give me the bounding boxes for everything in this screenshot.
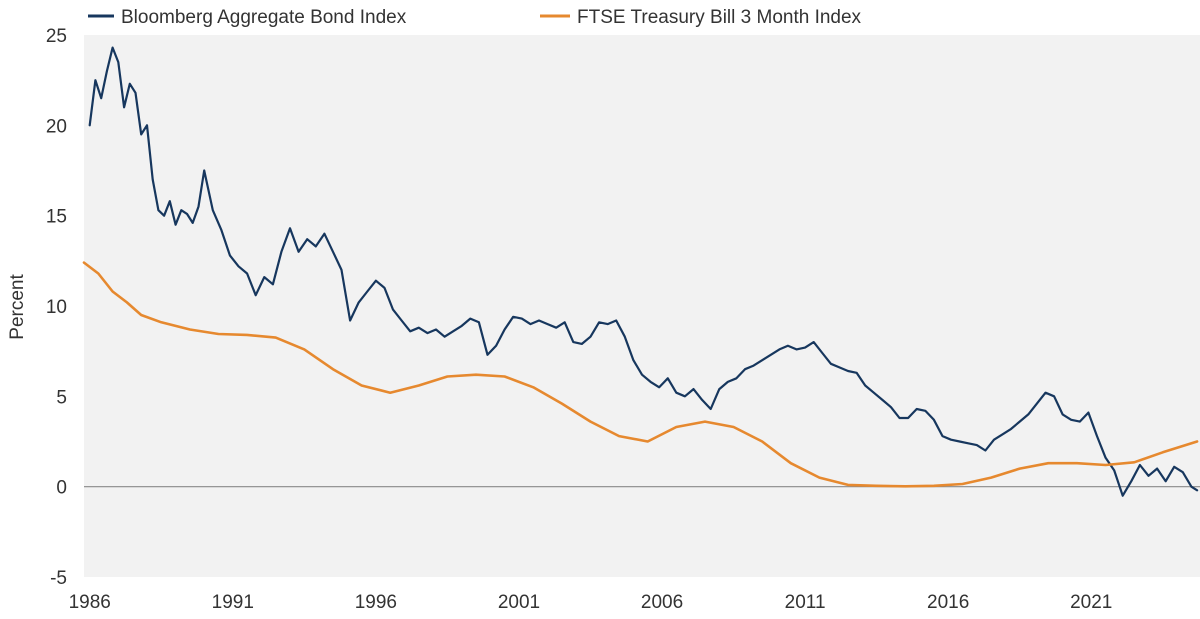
y-tick-label: 0 xyxy=(56,478,67,499)
x-tick-label: 2001 xyxy=(498,592,540,613)
series-line-bond-index xyxy=(88,46,1199,497)
y-tick-label: 5 xyxy=(56,387,67,408)
plot-area xyxy=(84,35,1200,577)
x-tick-label: 2021 xyxy=(1070,592,1112,613)
y-tick-label: 20 xyxy=(46,116,67,137)
series-group xyxy=(82,46,1199,497)
x-tick-label: 1996 xyxy=(355,592,397,613)
x-tick-label: 2016 xyxy=(927,592,969,613)
y-tick-label: 15 xyxy=(46,207,67,228)
series-line-tbill-index xyxy=(82,261,1199,488)
legend-label-tbill-index: FTSE Treasury Bill 3 Month Index xyxy=(577,7,862,28)
y-axis-label: Percent xyxy=(7,274,28,340)
y-axis-ticks: 25 20 15 10 5 0 -5 xyxy=(46,26,67,589)
legend: Bloomberg Aggregate Bond Index FTSE Trea… xyxy=(88,7,862,28)
x-tick-label: 1986 xyxy=(69,592,111,613)
y-tick-label: 10 xyxy=(46,297,67,318)
y-tick-label: -5 xyxy=(50,568,67,589)
y-tick-label: 25 xyxy=(46,26,67,47)
x-tick-label: 1991 xyxy=(212,592,254,613)
x-tick-label: 2011 xyxy=(785,592,826,613)
x-tick-label: 2006 xyxy=(641,592,683,613)
plot-background xyxy=(84,35,1200,577)
legend-label-bond-index: Bloomberg Aggregate Bond Index xyxy=(121,7,407,28)
x-axis-ticks: 1986 1991 1996 2001 2006 2011 2016 2021 xyxy=(69,592,1113,613)
